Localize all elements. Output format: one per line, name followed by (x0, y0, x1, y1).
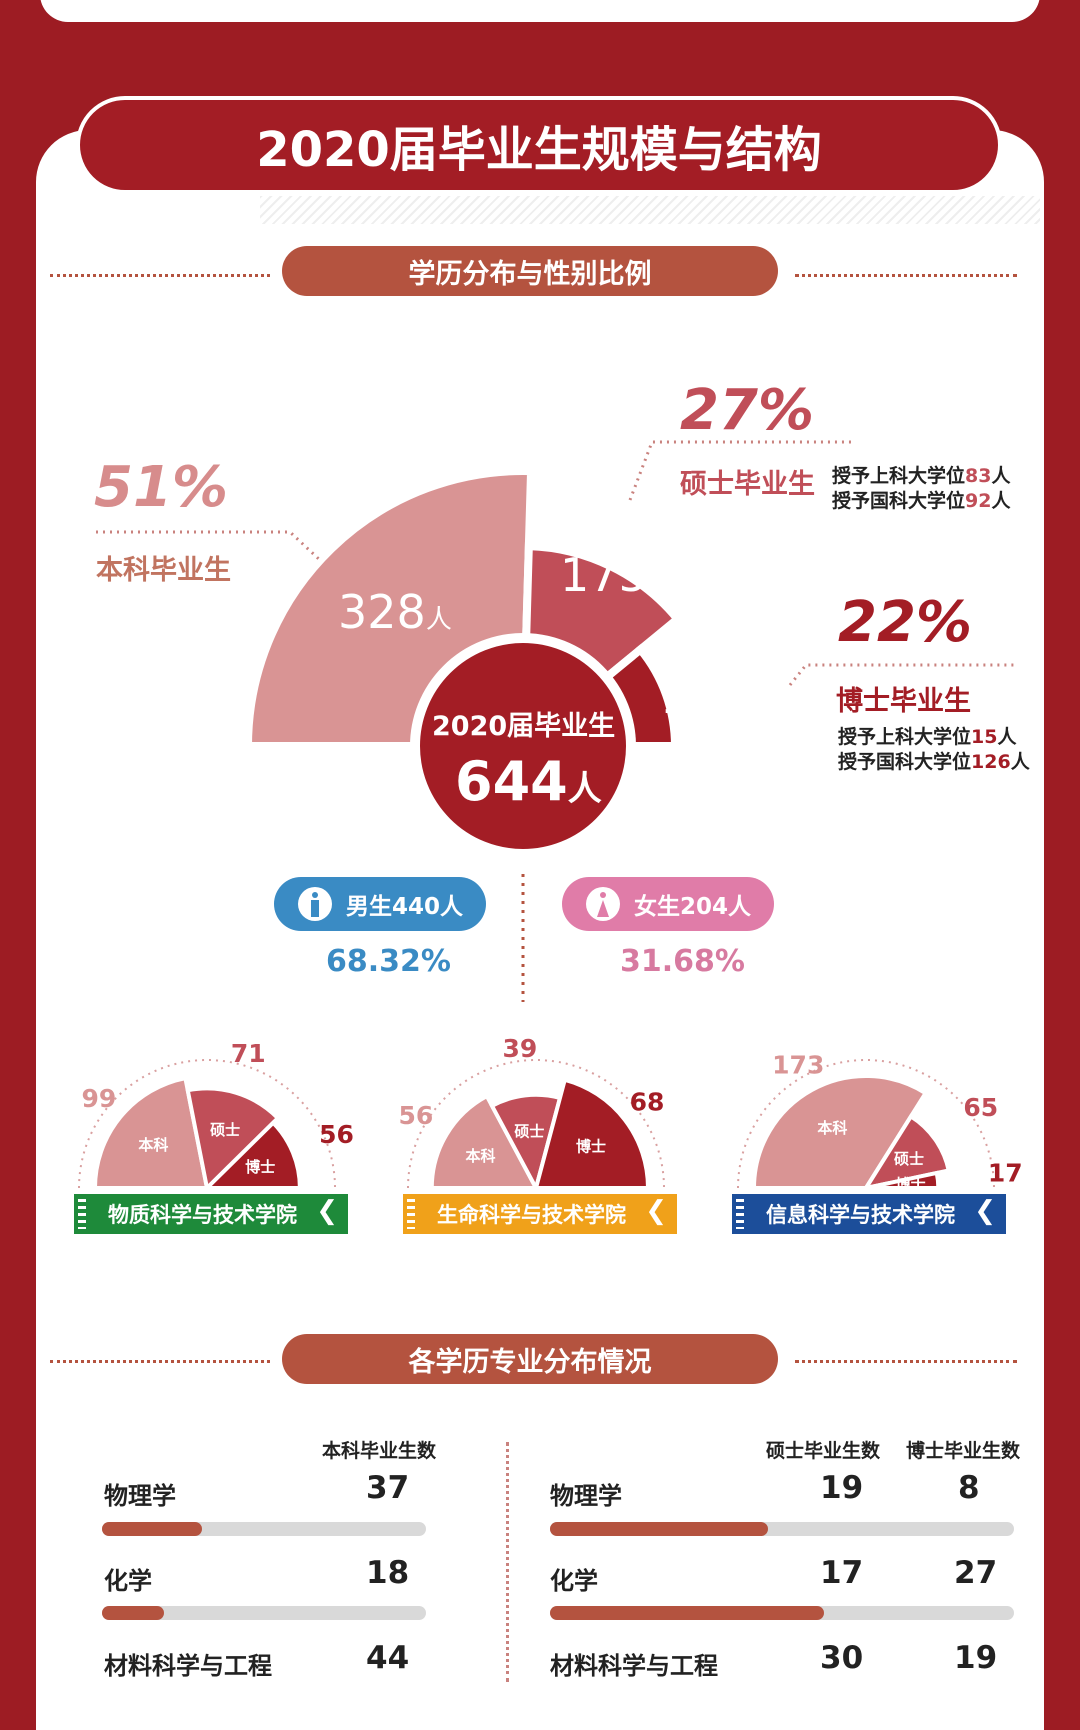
phd-degree-line2: 授予国科大学位126人 (838, 751, 1030, 773)
undergrad-percentage: 51% (94, 455, 229, 520)
undergrad-count-header: 本科毕业生数 (322, 1440, 437, 1462)
school-slice-value: 173 (772, 1050, 824, 1079)
major-phd-value: 27 (954, 1555, 998, 1591)
school-banner-life: 生命科学与技术学院 ❮ (403, 1194, 677, 1234)
school-slice-value: 56 (398, 1101, 433, 1130)
school-slice-label: 博士 (245, 1158, 275, 1176)
undergrad-count: 328人 (338, 585, 452, 639)
school-slice-value: 65 (963, 1093, 998, 1122)
school-slice-label: 硕士 (894, 1150, 924, 1168)
center-caption: 2020届毕业生 (432, 711, 616, 742)
female-icon (586, 887, 620, 921)
phd-label: 博士毕业生 (836, 686, 971, 717)
divider (50, 1360, 270, 1363)
leader-undergrad (96, 530, 324, 564)
master-count: 175人 (560, 548, 674, 602)
school-slice-label: 博士 (576, 1138, 606, 1156)
school-slice-value: 56 (319, 1120, 354, 1149)
phd-count: 141人 (660, 670, 774, 724)
divider (795, 1360, 1017, 1363)
master-degree-line1: 授予上科大学位83人 (832, 465, 1011, 487)
school-slice (202, 1119, 302, 1190)
content-card (36, 130, 1044, 1730)
school-slice (861, 1113, 952, 1191)
major-master-value: 30 (820, 1640, 864, 1676)
school-slice-label: 硕士 (514, 1123, 544, 1141)
major-name: 材料科学与工程 (104, 1652, 272, 1680)
major-bar-fill (102, 1522, 203, 1536)
school-slice-label: 博士 (896, 1175, 926, 1193)
major-bar (550, 1606, 1014, 1620)
female-percentage: 31.68% (620, 944, 745, 979)
major-phd-value: 19 (954, 1640, 998, 1676)
school-slice (185, 1086, 281, 1193)
center-total: 644人 (455, 750, 602, 813)
divider (50, 274, 270, 277)
female-pill: 女生204人 (562, 877, 774, 931)
school-slice (865, 1170, 941, 1190)
school-fan-charts: 本科 99 硕士 71 博士 56 本科 56 硕士 39 博士 68 本科 173 硕士 65 博士 17 (78, 1034, 1023, 1194)
undergrad-label: 本科毕业生 (96, 555, 231, 586)
major-undergrad-value: 37 (366, 1470, 410, 1506)
major-bar (102, 1522, 426, 1536)
major-name: 物理学 (104, 1482, 176, 1510)
major-master-value: 19 (820, 1470, 864, 1506)
phd-count-header: 博士毕业生数 (906, 1440, 1021, 1462)
divider (795, 274, 1017, 277)
school-slice-value: 39 (502, 1034, 537, 1063)
master-label: 硕士毕业生 (680, 469, 815, 500)
school-banner-info: 信息科学与技术学院 ❮ (732, 1194, 1006, 1234)
master-count-header: 硕士毕业生数 (766, 1440, 881, 1462)
section-title-distribution: 学历分布与性别比例 (282, 246, 778, 296)
school-slice-label: 硕士 (210, 1121, 240, 1139)
female-label: 女生204人 (634, 894, 752, 920)
school-slice-value: 17 (988, 1158, 1023, 1187)
major-name: 材料科学与工程 (550, 1652, 718, 1680)
chevron-icon: ❮ (974, 1196, 996, 1226)
major-master-value: 17 (820, 1555, 864, 1591)
male-pill: 男生440人 (274, 877, 486, 931)
school-slice (533, 1077, 651, 1190)
top-card-edge (40, 0, 1040, 22)
school-slice-label: 本科 (817, 1119, 847, 1137)
major-bar-fill (550, 1606, 824, 1620)
school-slice-label: 本科 (466, 1147, 496, 1165)
master-degree-line2: 授予国科大学位92人 (832, 490, 1011, 512)
major-undergrad-value: 18 (366, 1555, 410, 1591)
major-bar (550, 1522, 1014, 1536)
chevron-icon: ❮ (645, 1196, 667, 1226)
major-name: 化学 (550, 1567, 598, 1595)
major-bar (102, 1606, 426, 1620)
hatch-decoration (260, 196, 1040, 224)
male-percentage: 68.32% (326, 944, 451, 979)
school-slice-label: 本科 (138, 1136, 168, 1154)
school-slice (429, 1093, 540, 1190)
center-circle (410, 633, 636, 859)
chevron-icon: ❮ (316, 1196, 338, 1226)
male-label: 男生440人 (346, 894, 464, 920)
leader-phd (788, 663, 1018, 686)
major-undergrad-value: 44 (366, 1640, 410, 1676)
major-phd-value: 8 (958, 1470, 980, 1506)
school-slice-value: 68 (630, 1088, 665, 1117)
major-bar-fill (102, 1606, 164, 1620)
major-name: 物理学 (550, 1482, 622, 1510)
school-slice-value: 99 (81, 1084, 116, 1113)
phd-degree-line1: 授予上科大学位15人 (838, 726, 1017, 748)
school-banner-physical: 物质科学与技术学院 ❮ (74, 1194, 348, 1234)
school-slice-value: 71 (231, 1039, 266, 1068)
majors-divider (506, 1442, 509, 1682)
master-percentage: 27% (680, 378, 815, 443)
phd-percentage: 22% (838, 590, 973, 655)
page-title: 2020届毕业生规模与结构 (76, 96, 1002, 194)
section-title-majors: 各学历专业分布情况 (282, 1334, 778, 1384)
major-name: 化学 (104, 1567, 152, 1595)
male-icon (298, 887, 332, 921)
school-slice (92, 1075, 210, 1190)
degree-fan-chart: 本科 99 硕士 71 博士 56 本科 56 硕士 39 博士 68 本科 173 硕士 65 博士 17 (78, 440, 1023, 1194)
major-bar-fill (550, 1522, 769, 1536)
